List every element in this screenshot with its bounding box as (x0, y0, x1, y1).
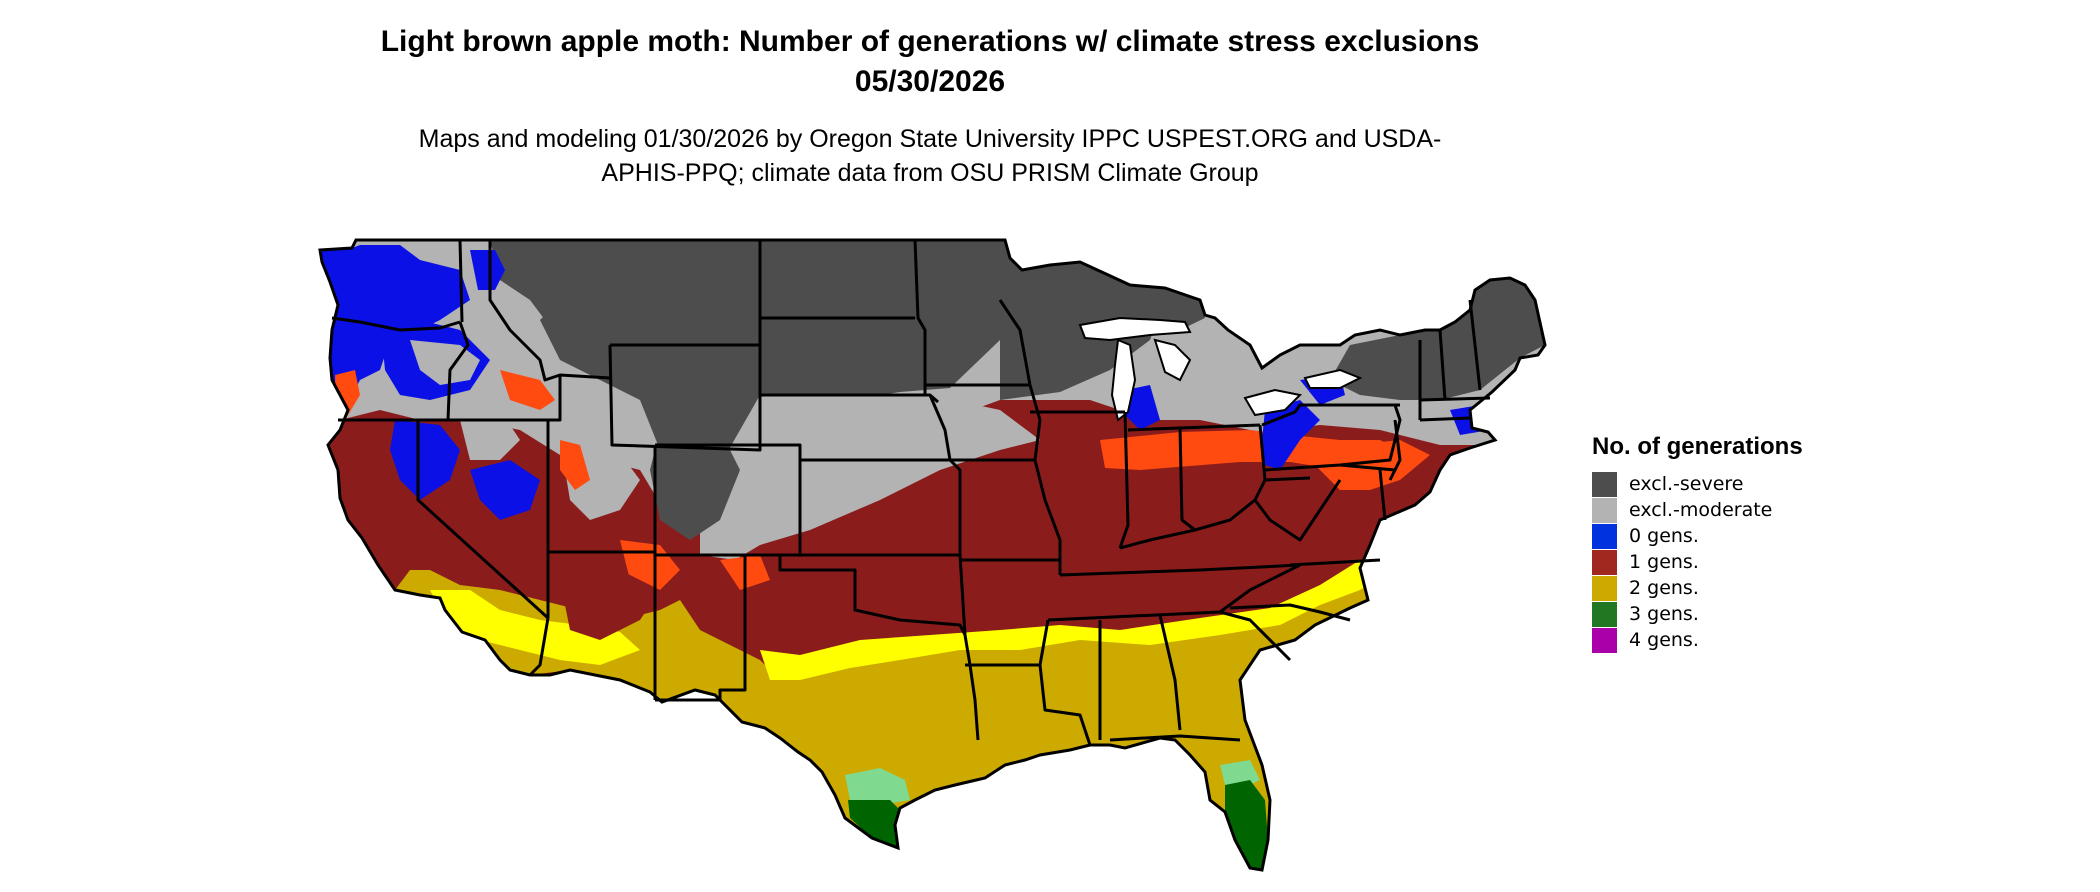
legend-item-excl-moderate: excl.-moderate (1592, 497, 1892, 523)
legend: No. of generations excl.-severe excl.-mo… (1592, 432, 1892, 653)
legend-swatch (1592, 471, 1617, 497)
legend-swatch (1592, 627, 1617, 653)
legend-swatch (1592, 549, 1617, 575)
state-borders (331, 239, 1491, 746)
legend-label: 3 gens. (1629, 603, 1699, 625)
legend-swatch (1592, 601, 1617, 627)
legend-item-4-gens: 4 gens. (1592, 627, 1892, 653)
legend-item-0-gens: 0 gens. (1592, 523, 1892, 549)
legend-label: excl.-severe (1629, 473, 1744, 495)
legend-label: excl.-moderate (1629, 499, 1773, 521)
legend-label: 2 gens. (1629, 577, 1699, 599)
legend-item-1-gens: 1 gens. (1592, 549, 1892, 575)
legend-item-3-gens: 3 gens. (1592, 601, 1892, 627)
legend-title: No. of generations (1592, 433, 1803, 460)
legend-label: 4 gens. (1629, 629, 1699, 651)
legend-item-2-gens: 2 gens. (1592, 575, 1892, 601)
legend-swatch (1592, 497, 1617, 523)
legend-label: 0 gens. (1629, 525, 1699, 547)
legend-swatch (1592, 575, 1617, 601)
map-title: Light brown apple moth: Number of genera… (380, 25, 1480, 98)
us-generations-map (310, 225, 1560, 885)
great-lakes (1078, 316, 1363, 422)
legend-swatch (1592, 523, 1617, 549)
legend-item-excl-severe: excl.-severe (1592, 471, 1892, 497)
legend-label: 1 gens. (1629, 551, 1699, 573)
map-subtitle: Maps and modeling 01/30/2026 by Oregon S… (418, 125, 1442, 187)
